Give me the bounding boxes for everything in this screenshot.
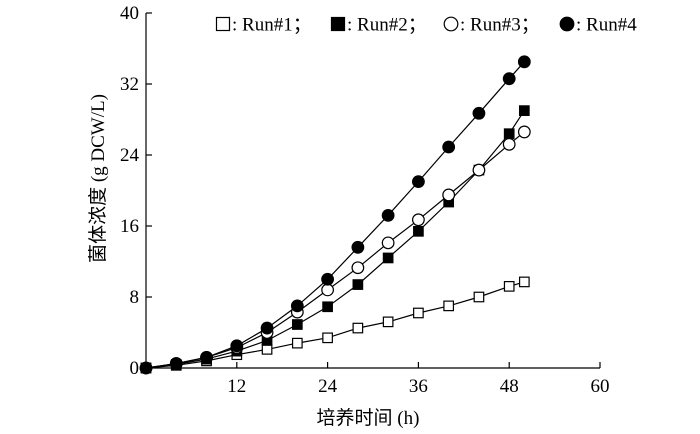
y-tick-label: 40 — [120, 3, 139, 24]
series-1-point — [473, 291, 485, 303]
x-tick-label: 48 — [500, 376, 519, 397]
series-4 — [139, 55, 531, 375]
series-3-line — [145, 131, 525, 369]
series-2-point — [291, 319, 303, 330]
x-tick-label: 12 — [227, 376, 246, 397]
series-4-point — [502, 72, 516, 86]
legend: : Run#1； : Run#2； : Run#3； : Run#4 — [215, 15, 637, 36]
series-4-point — [260, 321, 274, 335]
plot-marks — [139, 55, 531, 375]
legend-item-4: : Run#4 — [559, 15, 637, 36]
series-4-line — [145, 61, 525, 369]
series-4-point — [517, 55, 531, 69]
series-2-line — [145, 110, 525, 369]
series-3-point — [351, 261, 365, 275]
y-tick-label: 32 — [120, 74, 139, 95]
series-3-point — [442, 188, 456, 202]
legend-marker — [215, 16, 231, 32]
series-2-point — [352, 279, 364, 290]
legend-label: : Run#2； — [347, 15, 427, 36]
y-tick-label: 16 — [120, 216, 139, 237]
series-2-point — [382, 252, 394, 264]
series-4-point — [169, 357, 183, 370]
series-3-point — [517, 125, 531, 139]
series-2-point — [413, 225, 424, 237]
series-4-point — [412, 175, 425, 189]
series-2-point — [503, 128, 515, 140]
x-tick-label: 24 — [318, 376, 338, 397]
series-3-point — [472, 163, 486, 177]
series-1-point — [382, 316, 394, 328]
legend-marker — [559, 16, 575, 32]
series-4-point — [351, 240, 365, 254]
series-4-point — [200, 350, 213, 364]
series-2-point — [518, 105, 530, 116]
y-tick-label: 24 — [120, 145, 140, 166]
series-3-point — [502, 137, 516, 151]
series-1-point — [443, 300, 455, 312]
x-tick-label: 60 — [591, 376, 610, 397]
series-1-point — [352, 322, 364, 334]
legend-label: : Run#4 — [576, 15, 637, 36]
y-axis-title: 菌体浓度 (g DCW/L) — [87, 94, 109, 263]
legend-marker — [443, 16, 459, 32]
series-4-point — [290, 299, 304, 313]
series-3-point — [412, 213, 425, 227]
x-tick-label: 36 — [409, 376, 428, 397]
axes: 12 24 36 48 60 0 8 16 24 32 40 培养时间 (h) 菌体浓度 (g DCW/… — [87, 3, 610, 429]
series-4-point — [321, 272, 335, 286]
series-1-point — [518, 276, 530, 288]
series-1-point — [291, 337, 303, 349]
y-tick-label: 8 — [130, 287, 140, 308]
series-2-point — [322, 301, 333, 313]
legend-label: : Run#1； — [232, 15, 312, 36]
series-4-point — [472, 106, 486, 120]
series-3-point — [381, 236, 395, 250]
series-1-point — [261, 344, 273, 355]
series-1-point — [413, 307, 424, 319]
legend-label: : Run#3； — [460, 15, 540, 36]
legend-item-3: : Run#3； — [443, 15, 540, 36]
series-1-point — [322, 332, 333, 344]
legend-item-1: : Run#1； — [215, 15, 312, 36]
x-axis-title: 培养时间 (h) — [317, 407, 420, 429]
series-4-point — [230, 339, 244, 353]
legend-marker — [330, 16, 346, 32]
series-3-point — [321, 283, 335, 297]
series-1-point — [503, 281, 515, 292]
series-3 — [139, 125, 531, 375]
series-4-point — [442, 140, 456, 154]
legend-item-2: : Run#2； — [330, 15, 427, 36]
y-tick-label: 0 — [130, 358, 140, 379]
series-2 — [140, 105, 530, 374]
series-4-point — [381, 208, 395, 222]
